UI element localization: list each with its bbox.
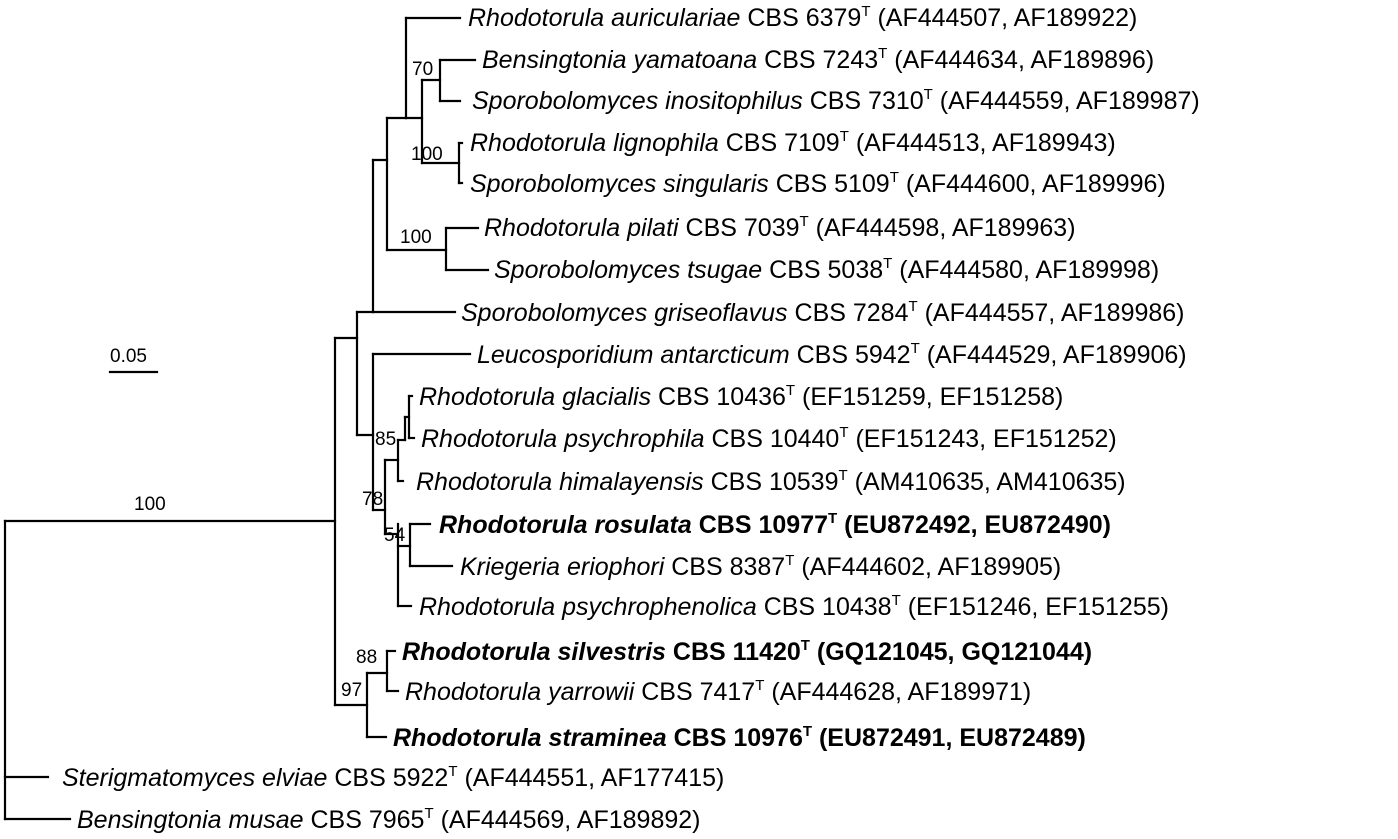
bootstrap-values: 70 100 100 85 78 54 88 97 100 (134, 59, 443, 701)
taxon-label-highlighted: Rhodotorula silvestris CBS 11420T (GQ121… (402, 637, 1092, 666)
taxon-label: Bensingtonia yamatoana CBS 7243T (AF4446… (482, 45, 1154, 74)
bootstrap-97: 97 (341, 680, 362, 701)
taxon-label: Rhodotorula himalayensis CBS 10539T (AM4… (416, 467, 1126, 496)
bootstrap-85: 85 (375, 429, 396, 450)
bootstrap-100-lignophila: 100 (411, 144, 443, 165)
bootstrap-88: 88 (356, 647, 377, 668)
taxon-label: Sporobolomyces griseoflavus CBS 7284T (A… (461, 298, 1185, 327)
taxon-label: Sporobolomyces inositophilus CBS 7310T (… (472, 86, 1200, 115)
taxon-label: Rhodotorula glacialis CBS 10436T (EF1512… (419, 382, 1063, 411)
taxon-labels: Rhodotorula auriculariae CBS 6379T (AF44… (62, 3, 1200, 834)
taxon-label: Rhodotorula psychrophila CBS 10440T (EF1… (421, 424, 1117, 453)
taxon-label: Bensingtonia musae CBS 7965T (AF444569, … (77, 805, 701, 834)
taxon-label-highlighted: Rhodotorula rosulata CBS 10977T (EU87249… (439, 510, 1111, 539)
taxon-label: Sterigmatomyces elviae CBS 5922T (AF4445… (62, 763, 724, 792)
taxon-label: Kriegeria eriophori CBS 8387T (AF444602,… (460, 552, 1061, 581)
taxon-label: Rhodotorula lignophila CBS 7109T (AF4445… (470, 128, 1116, 157)
tree-branches (3, 16, 490, 821)
bootstrap-100-pilati: 100 (400, 227, 432, 248)
taxon-label: Leucosporidium antarcticum CBS 5942T (AF… (477, 340, 1187, 369)
bootstrap-70: 70 (412, 59, 433, 80)
taxon-label: Rhodotorula yarrowii CBS 7417T (AF444628… (405, 677, 1031, 706)
taxon-label: Sporobolomyces tsugae CBS 5038T (AF44458… (494, 255, 1159, 284)
taxon-label: Rhodotorula auriculariae CBS 6379T (AF44… (468, 3, 1137, 32)
taxon-label: Rhodotorula pilati CBS 7039T (AF444598, … (484, 213, 1076, 242)
scale-bar-label: 0.05 (110, 346, 147, 367)
taxon-label-highlighted: Rhodotorula straminea CBS 10976T (EU8724… (393, 723, 1086, 752)
bootstrap-54: 54 (384, 525, 406, 546)
taxon-label: Rhodotorula psychrophenolica CBS 10438T … (419, 592, 1169, 621)
bootstrap-100-root: 100 (134, 494, 166, 515)
taxon-label: Sporobolomyces singularis CBS 5109T (AF4… (470, 169, 1166, 198)
bootstrap-78: 78 (362, 489, 383, 510)
